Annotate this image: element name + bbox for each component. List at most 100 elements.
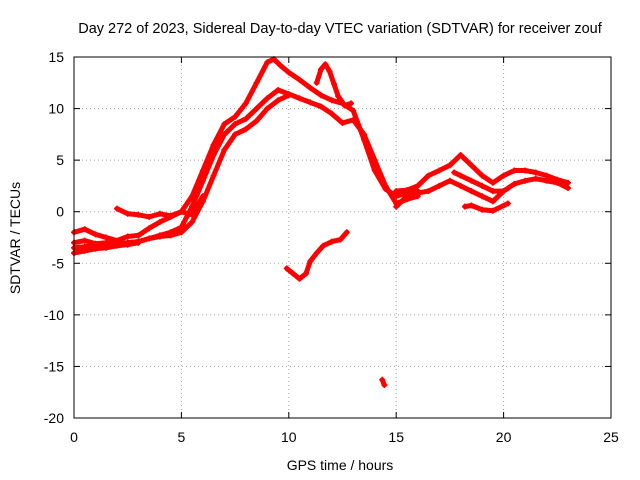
data-point <box>189 219 196 225</box>
data-point <box>468 177 475 184</box>
data-point <box>425 172 432 179</box>
data-point <box>296 95 303 102</box>
data-point <box>114 205 120 212</box>
data-point <box>232 113 239 120</box>
data-point <box>532 175 539 182</box>
data-point <box>489 188 496 195</box>
data-point <box>343 229 350 236</box>
data-point <box>81 247 88 254</box>
data-point <box>178 229 185 236</box>
data-point <box>156 219 163 225</box>
data-point <box>103 244 110 251</box>
data-point <box>232 131 239 138</box>
data-point <box>414 190 421 197</box>
data-point <box>124 233 131 240</box>
data-point <box>479 193 486 200</box>
data-point <box>451 169 458 176</box>
data-point <box>277 62 284 69</box>
data-point <box>253 117 260 124</box>
data-point <box>479 206 486 213</box>
data-point <box>275 97 282 104</box>
x-tick-label: 20 <box>496 429 512 445</box>
x-tick-label: 10 <box>281 429 297 445</box>
data-point <box>210 172 217 179</box>
data-point <box>504 200 511 207</box>
data-point <box>489 179 496 186</box>
data-point <box>328 97 335 104</box>
data-point <box>337 236 344 243</box>
data-point <box>283 265 290 272</box>
data-point <box>457 152 464 158</box>
data-point <box>489 198 496 205</box>
data-point <box>457 172 464 179</box>
data-point <box>232 121 239 127</box>
data-point <box>242 115 249 122</box>
data-point <box>436 167 443 174</box>
data-point <box>296 76 303 83</box>
data-point <box>381 382 388 388</box>
data-point <box>313 250 320 256</box>
data-point <box>264 59 271 66</box>
data-point <box>511 167 518 174</box>
data-point <box>199 177 206 184</box>
data-point <box>307 99 314 106</box>
data-point <box>457 182 464 189</box>
data-point <box>565 185 571 191</box>
data-point <box>124 241 131 248</box>
axis-ticks: 0 5 10 15 20 25 -20 -15 -10 -5 0 5 10 15 <box>44 49 619 445</box>
grid-lines <box>74 57 611 418</box>
y-axis-label: SDTVAR / TECUs <box>7 182 23 294</box>
data-point <box>543 177 550 184</box>
data-point <box>468 162 475 169</box>
data-point <box>543 172 550 179</box>
data-point <box>114 242 120 249</box>
y-tick-label: -20 <box>44 410 64 426</box>
data-point <box>403 193 410 200</box>
data-point <box>210 141 217 148</box>
data-point <box>146 213 153 220</box>
data-point <box>318 103 324 110</box>
chart-title: Day 272 of 2023, Sidereal Day-to-day VTE… <box>78 21 603 37</box>
series-track-f <box>283 229 350 282</box>
data-point <box>328 238 335 245</box>
x-tick-label: 25 <box>603 429 619 445</box>
y-tick-label: -10 <box>44 307 64 323</box>
data-point <box>92 245 99 252</box>
data-point <box>221 131 228 138</box>
data-point <box>303 270 309 277</box>
series-track-g <box>379 376 388 388</box>
data-point <box>371 157 378 164</box>
data-point <box>156 210 163 217</box>
data-point <box>285 92 292 99</box>
data-point <box>382 182 389 189</box>
y-tick-label: 5 <box>56 152 64 168</box>
data-point <box>103 234 110 241</box>
data-point <box>479 182 486 189</box>
y-tick-label: 0 <box>56 204 64 220</box>
data-point <box>296 275 303 282</box>
data-point <box>339 120 346 126</box>
data-point <box>468 202 475 209</box>
y-tick-label: -5 <box>52 255 65 271</box>
data-point <box>81 226 88 233</box>
data-point <box>425 188 432 195</box>
data-point <box>393 188 400 195</box>
data-point <box>199 193 206 200</box>
data-point <box>156 233 163 240</box>
data-point <box>468 188 475 195</box>
data-point <box>210 152 217 158</box>
data-point <box>81 237 88 244</box>
data-point <box>320 242 327 249</box>
data-point <box>318 92 324 99</box>
series-band <box>284 229 350 282</box>
data-point <box>146 235 153 242</box>
data-point <box>264 105 271 112</box>
data-point <box>189 211 196 218</box>
data-point <box>322 61 329 68</box>
data-point <box>124 210 131 217</box>
data-point <box>167 232 174 239</box>
data-point <box>318 66 324 73</box>
data-point <box>242 100 249 107</box>
data-point <box>554 179 561 186</box>
